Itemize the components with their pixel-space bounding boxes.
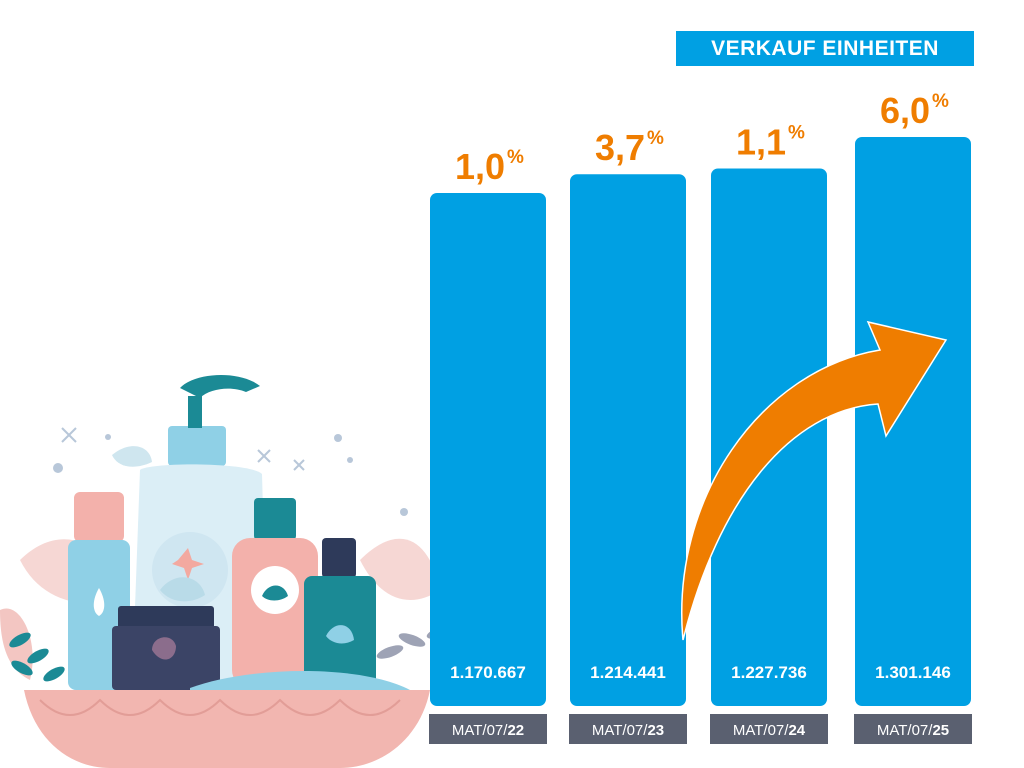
tick-label: MAT/07/22 [452, 722, 524, 739]
growth-label: 1,1 [736, 122, 786, 163]
trend-arrow-icon [681, 320, 948, 641]
cosmetics-products-illustration [0, 374, 482, 768]
growth-label: 1,0 [455, 146, 505, 187]
growth-label: 6,0 [880, 90, 930, 131]
labels-group: 1.170.667 1,0 % MAT/07/22 1.214.441 3,7 % MAT/0… [429, 90, 972, 744]
value-label: 1.301.146 [875, 663, 951, 682]
value-label: 1.170.667 [450, 663, 526, 682]
bar-23 [570, 174, 686, 706]
value-label: 1.214.441 [590, 663, 666, 682]
tick-box [854, 714, 972, 744]
tick-box [710, 714, 828, 744]
tick-label: MAT/07/24 [733, 722, 806, 739]
tick-label: MAT/07/25 [877, 722, 949, 739]
tick-box [569, 714, 687, 744]
growth-unit-label: % [647, 128, 664, 149]
bar-25 [855, 137, 971, 706]
tick-box [429, 714, 547, 744]
growth-unit-label: % [932, 91, 949, 112]
tick-label: MAT/07/23 [592, 722, 664, 739]
bar-22 [430, 193, 546, 706]
value-label: 1.227.736 [731, 663, 807, 682]
growth-unit-label: % [507, 147, 524, 168]
chart-title: VERKAUF EINHEITEN [676, 31, 974, 66]
growth-unit-label: % [788, 123, 805, 144]
growth-label: 3,7 [595, 127, 645, 168]
